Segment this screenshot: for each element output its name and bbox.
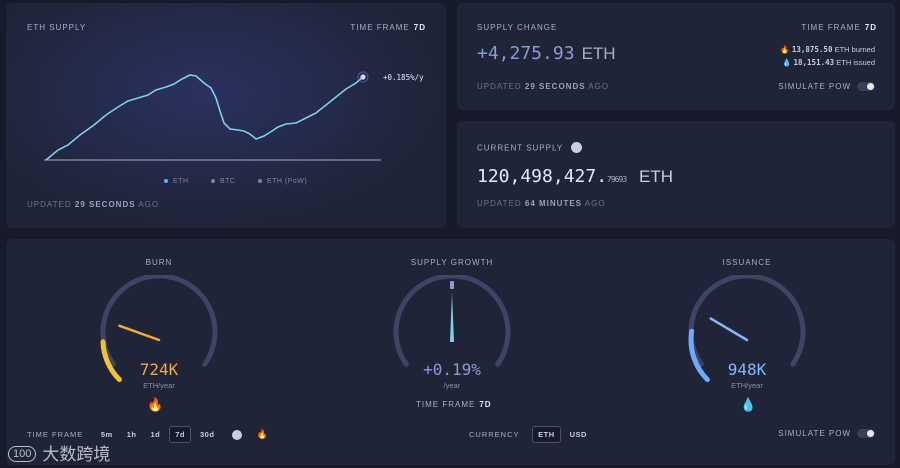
legend-eth[interactable]: ETH <box>164 178 189 185</box>
supply-growth-time-frame[interactable]: TIME FRAME 7d <box>416 400 492 409</box>
eth-supply-title: ETH SUPPLY <box>27 23 87 32</box>
current-supply-updated: UPDATED 64 MINUTES AGO <box>477 199 606 208</box>
supply-change-updated: UPDATED 29 SECONDS AGO <box>477 82 610 91</box>
issuance-gauge <box>688 275 806 383</box>
toggle-switch[interactable] <box>857 429 875 439</box>
simulate-pow-toggle-bottom[interactable]: SIMULATE PoW <box>778 429 875 439</box>
current-supply-value: 120,498,427.79693 ETH <box>477 166 673 187</box>
simulate-pow-toggle-top[interactable]: SIMULATE PoW <box>778 82 875 92</box>
droplet-icon: 💧 <box>782 58 792 67</box>
issuance-unit: ETH/year <box>731 381 763 390</box>
burn-gauge <box>100 275 218 383</box>
time-frame-7d[interactable]: 7d <box>169 426 191 443</box>
chart-legend: ETH BTC ETH (PoW) <box>164 178 307 185</box>
watermark-text: 大数跨境 <box>42 445 111 464</box>
issuance-needle <box>709 317 749 342</box>
watermark: 100 大数跨境 <box>8 440 110 465</box>
current-supply-title: CURRENT SUPPLY <box>477 142 583 154</box>
supply-line-chart <box>44 71 381 161</box>
gauges-card: BURN 724K ETH/year 🔥 SUPPLY GROWTH +0.19… <box>6 239 895 465</box>
eth-logo-icon <box>571 142 583 153</box>
currency-selector: CURRENCY ETH USD <box>469 426 596 443</box>
burned-row: 🔥 13,875.50 ETH burned <box>780 45 875 54</box>
supply-growth-unit: /year <box>443 381 461 390</box>
eth-supply-line <box>45 74 364 161</box>
supply-change-value: +4,275.93 ETH <box>477 43 616 64</box>
supply-change-card: SUPPLY CHANGE TIME FRAME 7d +4,275.93 ETH… <box>457 3 895 110</box>
currency-eth[interactable]: ETH <box>532 426 561 443</box>
time-frame-1d[interactable]: 1d <box>150 430 161 439</box>
supply-change-time-frame[interactable]: TIME FRAME 7d <box>801 23 877 32</box>
supply-growth-needle <box>450 292 454 342</box>
growth-rate-label: +0.185%/y <box>383 73 424 82</box>
watermark-logo: 100 <box>8 446 37 462</box>
supply-growth-gauge <box>393 275 511 367</box>
burn-needle <box>118 324 161 342</box>
legend-eth-pow[interactable]: ETH (PoW) <box>257 178 307 185</box>
legend-btc[interactable]: BTC <box>210 178 236 185</box>
burn-arc-fill <box>100 339 122 383</box>
supply-change-title: SUPPLY CHANGE <box>477 23 558 32</box>
issuance-value: 948K <box>727 360 767 379</box>
burn-title: BURN <box>145 258 173 267</box>
supply-growth-title: SUPPLY GROWTH <box>410 258 494 267</box>
eth-supply-time-frame[interactable]: TIME FRAME 7d <box>350 23 426 32</box>
chart-endpoint <box>360 74 366 80</box>
currency-usd[interactable]: USD <box>569 430 587 439</box>
ultrasound-icon[interactable] <box>232 430 243 441</box>
fire-icon: 🔥 <box>780 45 790 54</box>
eth-supply-card: ETH SUPPLY TIME FRAME 7d +0.185%/y ETH BT… <box>6 3 446 228</box>
droplet-icon: 💧 <box>740 397 757 412</box>
toggle-switch[interactable] <box>857 82 875 92</box>
fire-icon: 🔥 <box>147 397 164 412</box>
time-frame-5m[interactable]: 5m <box>100 430 113 439</box>
time-frame-selector: TIME FRAME 5m 1h 1d 7d 30d 🔥 <box>27 426 268 443</box>
issuance-arc-fill <box>688 328 710 383</box>
issuance-title: ISSUANCE <box>722 258 772 267</box>
current-supply-card: CURRENT SUPPLY 120,498,427.79693 ETH UPD… <box>457 121 895 228</box>
time-frame-1h[interactable]: 1h <box>126 430 137 439</box>
eth-supply-updated: UPDATED 29 SECONDS AGO <box>27 200 160 209</box>
fire-filter-icon[interactable]: 🔥 <box>256 429 269 439</box>
burn-value: 724K <box>139 360 179 379</box>
burn-unit: ETH/year <box>143 381 175 390</box>
issued-row: 💧 18,151.43 ETH issued <box>782 58 875 67</box>
supply-growth-value: +0.19% <box>423 360 481 379</box>
time-frame-30d[interactable]: 30d <box>199 430 215 439</box>
